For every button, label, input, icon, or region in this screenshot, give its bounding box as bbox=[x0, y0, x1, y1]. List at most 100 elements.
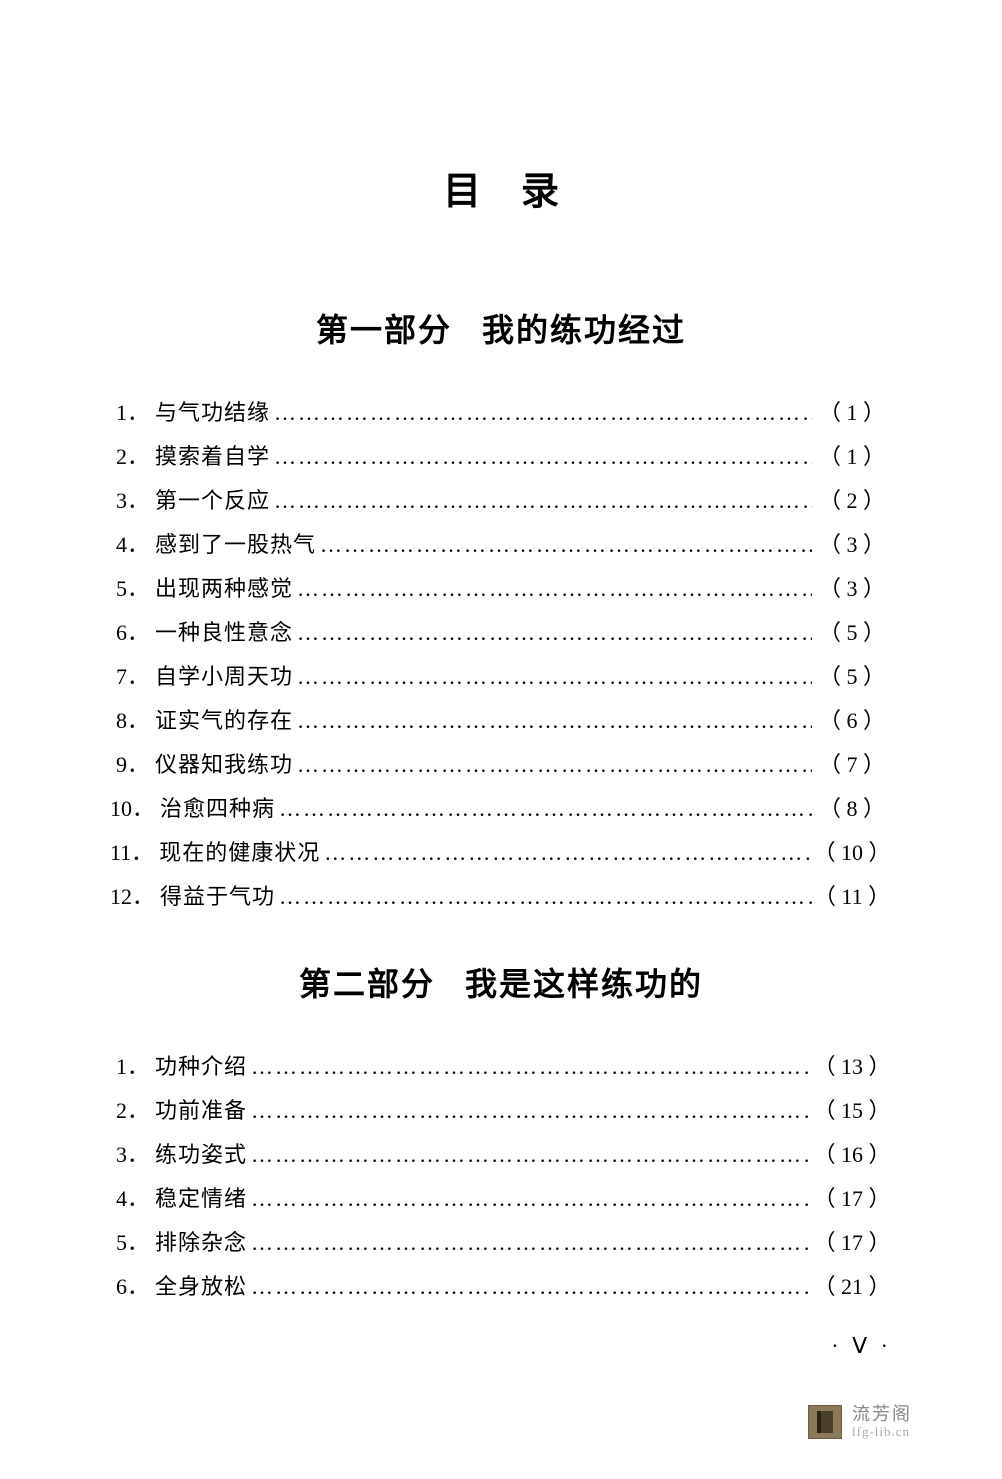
toc-entry: 8．证实气的存在 （ 6 ） bbox=[110, 699, 892, 743]
toc-entry-label: 感到了一股热气 bbox=[155, 523, 316, 567]
toc-list: 1．功种介绍（ 13 ）2．功前准备（ 15 ）3．练功姿式（ 16 ）4．稳定… bbox=[90, 1045, 912, 1309]
toc-entry-number: 11． bbox=[110, 831, 159, 875]
toc-entry: 1．与气功结缘 （ 1 ） bbox=[110, 391, 892, 435]
toc-entry-label: 出现两种感觉 bbox=[155, 567, 293, 611]
toc-entry-page: （ 3 ） bbox=[812, 523, 892, 567]
toc-entry: 7．自学小周天功 （ 5 ） bbox=[110, 655, 892, 699]
toc-entry-page: （ 8 ） bbox=[812, 787, 892, 831]
toc-entry: 11．现在的健康状况 （ 10 ） bbox=[110, 831, 892, 875]
toc-entry-label: 全身放松 bbox=[155, 1265, 247, 1309]
toc-entry-page: （ 10 ） bbox=[812, 831, 892, 875]
toc-leader-dots bbox=[270, 435, 812, 479]
watermark-text: 流芳阁 lfg-lib.cn bbox=[852, 1405, 912, 1439]
toc-entry-number: 2． bbox=[110, 435, 155, 479]
toc-entry-page: （ 7 ） bbox=[812, 743, 892, 787]
toc-leader-dots bbox=[247, 1177, 812, 1221]
toc-entry: 10．治愈四种病 （ 8 ） bbox=[110, 787, 892, 831]
toc-entry-label: 练功姿式 bbox=[155, 1133, 247, 1177]
toc-entry-label: 稳定情绪 bbox=[155, 1177, 247, 1221]
toc-entry-page: （ 6 ） bbox=[812, 699, 892, 743]
toc-entry-label: 与气功结缘 bbox=[155, 391, 270, 435]
section-block: 第二部分我是这样练功的1．功种介绍（ 13 ）2．功前准备（ 15 ）3．练功姿… bbox=[90, 959, 912, 1309]
toc-leader-dots bbox=[293, 567, 812, 611]
main-title: 目录 bbox=[90, 160, 912, 215]
toc-entry: 3．练功姿式 （ 16 ） bbox=[110, 1133, 892, 1177]
section-heading-part1: 第二部分 bbox=[299, 966, 435, 1002]
toc-leader-dots bbox=[247, 1089, 812, 1133]
toc-entry-number: 2． bbox=[110, 1089, 155, 1133]
toc-entry-number: 5． bbox=[110, 1221, 155, 1265]
toc-entry-number: 3． bbox=[110, 1133, 155, 1177]
toc-entry: 3．第一个反应 （ 2 ） bbox=[110, 479, 892, 523]
toc-leader-dots bbox=[293, 611, 812, 655]
toc-entry-page: （ 15 ） bbox=[812, 1089, 892, 1133]
section-heading-part2: 我的练功经过 bbox=[482, 312, 686, 348]
toc-entry: 6．一种良性意念 （ 5 ） bbox=[110, 611, 892, 655]
toc-entry-number: 6． bbox=[110, 611, 155, 655]
toc-entry-label: 第一个反应 bbox=[155, 479, 270, 523]
toc-leader-dots bbox=[275, 787, 812, 831]
watermark-url: lfg-lib.cn bbox=[852, 1425, 912, 1439]
toc-leader-dots bbox=[247, 1221, 812, 1265]
toc-entry-number: 4． bbox=[110, 523, 155, 567]
toc-entry-label: 功前准备 bbox=[155, 1089, 247, 1133]
toc-entry-page: （ 3 ） bbox=[812, 567, 892, 611]
toc-entry-page: （ 13 ） bbox=[812, 1045, 892, 1089]
toc-entry-page: （ 17 ） bbox=[812, 1177, 892, 1221]
watermark: 流芳阁 lfg-lib.cn bbox=[808, 1405, 912, 1439]
section-block: 第一部分我的练功经过1．与气功结缘（ 1 ）2．摸索着自学（ 1 ）3．第一个反… bbox=[90, 305, 912, 919]
toc-entry-number: 1． bbox=[110, 1045, 155, 1089]
toc-entry-label: 排除杂念 bbox=[155, 1221, 247, 1265]
section-title: 第二部分我是这样练功的 bbox=[90, 959, 912, 1005]
toc-entry: 6．全身放松 （ 21 ） bbox=[110, 1265, 892, 1309]
page-number: · Ⅴ · bbox=[831, 1333, 892, 1359]
toc-entry: 2．摸索着自学 （ 1 ） bbox=[110, 435, 892, 479]
toc-entry: 12．得益于气功（ 11 ） bbox=[110, 875, 892, 919]
toc-entry: 4．稳定情绪 （ 17 ） bbox=[110, 1177, 892, 1221]
toc-leader-dots bbox=[247, 1265, 812, 1309]
toc-leader-dots bbox=[247, 1133, 812, 1177]
toc-entry-number: 12． bbox=[110, 875, 160, 919]
toc-leader-dots bbox=[275, 875, 812, 919]
toc-entry-label: 摸索着自学 bbox=[155, 435, 270, 479]
toc-entry-page: （ 11 ） bbox=[812, 875, 892, 919]
watermark-name: 流芳阁 bbox=[852, 1405, 912, 1425]
toc-entry-page: （ 5 ） bbox=[812, 655, 892, 699]
book-icon bbox=[808, 1405, 842, 1439]
toc-leader-dots bbox=[270, 479, 812, 523]
toc-leader-dots bbox=[316, 523, 812, 567]
toc-entry-number: 10． bbox=[110, 787, 160, 831]
toc-entry-label: 证实气的存在 bbox=[155, 699, 293, 743]
document-page: 目录 第一部分我的练功经过1．与气功结缘（ 1 ）2．摸索着自学（ 1 ）3．第… bbox=[0, 0, 1002, 1479]
toc-entry: 1．功种介绍 （ 13 ） bbox=[110, 1045, 892, 1089]
toc-entry-page: （ 2 ） bbox=[812, 479, 892, 523]
toc-entry-page: （ 17 ） bbox=[812, 1221, 892, 1265]
toc-entry-label: 自学小周天功 bbox=[155, 655, 293, 699]
toc-list: 1．与气功结缘 （ 1 ） 2．摸索着自学 （ 1 ） 3．第一个反应 （ 2 ） 4．感到… bbox=[90, 391, 912, 919]
toc-leader-dots bbox=[293, 655, 812, 699]
section-title: 第一部分我的练功经过 bbox=[90, 305, 912, 351]
toc-entry-page: （ 1 ） bbox=[812, 435, 892, 479]
toc-entry-page: （ 5 ） bbox=[812, 611, 892, 655]
toc-entry-number: 7． bbox=[110, 655, 155, 699]
toc-leader-dots bbox=[293, 743, 812, 787]
toc-entry: 5．排除杂念 （ 17 ） bbox=[110, 1221, 892, 1265]
toc-entry-number: 3． bbox=[110, 479, 155, 523]
toc-entry-label: 功种介绍 bbox=[155, 1045, 247, 1089]
toc-entry-label: 现在的健康状况 bbox=[159, 831, 320, 875]
section-heading-part1: 第一部分 bbox=[316, 312, 452, 348]
toc-entry-number: 4． bbox=[110, 1177, 155, 1221]
toc-entry-label: 治愈四种病 bbox=[160, 787, 275, 831]
toc-entry-number: 6． bbox=[110, 1265, 155, 1309]
toc-entry-page: （ 16 ） bbox=[812, 1133, 892, 1177]
toc-leader-dots bbox=[320, 831, 812, 875]
sections-container: 第一部分我的练功经过1．与气功结缘（ 1 ）2．摸索着自学（ 1 ）3．第一个反… bbox=[90, 305, 912, 1309]
toc-entry-number: 1． bbox=[110, 391, 155, 435]
toc-entry-page: （ 1 ） bbox=[812, 391, 892, 435]
toc-entry-number: 8． bbox=[110, 699, 155, 743]
toc-entry-label: 一种良性意念 bbox=[155, 611, 293, 655]
toc-entry-number: 5． bbox=[110, 567, 155, 611]
toc-leader-dots bbox=[247, 1045, 812, 1089]
toc-entry: 5．出现两种感觉 （ 3 ） bbox=[110, 567, 892, 611]
toc-entry-page: （ 21 ） bbox=[812, 1265, 892, 1309]
